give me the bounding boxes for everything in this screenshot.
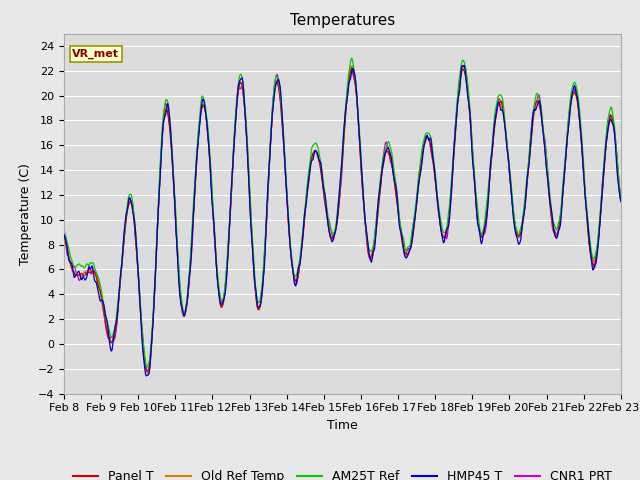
Panel T <box>185 284 193 289</box>
Panel T <box>60 234 68 240</box>
AM25T Ref <box>428 141 436 147</box>
Panel T <box>428 150 436 156</box>
HMP45 T <box>127 200 135 205</box>
Old Ref Temp <box>70 269 78 275</box>
Line: CNR1 PRT: CNR1 PRT <box>64 66 621 374</box>
HMP45 T <box>411 216 419 222</box>
HMP45 T <box>142 373 150 379</box>
Old Ref Temp <box>144 371 152 377</box>
CNR1 PRT <box>459 63 467 69</box>
HMP45 T <box>60 231 68 237</box>
Y-axis label: Temperature (C): Temperature (C) <box>19 163 32 264</box>
Text: VR_met: VR_met <box>72 49 119 59</box>
Old Ref Temp <box>60 239 68 245</box>
CNR1 PRT <box>185 284 193 289</box>
AM25T Ref <box>617 194 625 200</box>
Old Ref Temp <box>617 198 625 204</box>
AM25T Ref <box>70 264 78 269</box>
CNR1 PRT <box>428 149 435 155</box>
Legend: Panel T, Old Ref Temp, AM25T Ref, HMP45 T, CNR1 PRT: Panel T, Old Ref Temp, AM25T Ref, HMP45 … <box>68 465 616 480</box>
CNR1 PRT <box>127 199 135 204</box>
CNR1 PRT <box>411 213 419 218</box>
Panel T <box>348 65 356 71</box>
Old Ref Temp <box>214 282 222 288</box>
AM25T Ref <box>412 204 419 209</box>
CNR1 PRT <box>70 264 78 269</box>
Line: AM25T Ref: AM25T Ref <box>64 59 621 367</box>
CNR1 PRT <box>214 283 222 288</box>
Panel T <box>617 195 625 201</box>
AM25T Ref <box>60 234 68 240</box>
HMP45 T <box>617 199 625 204</box>
CNR1 PRT <box>145 371 152 377</box>
Old Ref Temp <box>459 63 467 69</box>
Old Ref Temp <box>411 216 419 222</box>
Old Ref Temp <box>428 145 435 151</box>
Title: Temperatures: Temperatures <box>290 13 395 28</box>
HMP45 T <box>185 280 193 286</box>
HMP45 T <box>428 137 435 143</box>
CNR1 PRT <box>60 225 68 230</box>
AM25T Ref <box>214 276 222 282</box>
Line: HMP45 T: HMP45 T <box>64 65 621 376</box>
HMP45 T <box>214 284 222 290</box>
X-axis label: Time: Time <box>327 419 358 432</box>
Old Ref Temp <box>127 201 135 207</box>
Line: Old Ref Temp: Old Ref Temp <box>64 66 621 374</box>
Line: Panel T: Panel T <box>64 68 621 371</box>
Panel T <box>412 209 419 215</box>
Panel T <box>127 199 135 205</box>
Panel T <box>144 368 152 374</box>
CNR1 PRT <box>617 191 625 197</box>
HMP45 T <box>460 62 467 68</box>
AM25T Ref <box>348 56 355 61</box>
AM25T Ref <box>143 364 150 370</box>
Panel T <box>70 270 78 276</box>
HMP45 T <box>70 275 78 280</box>
AM25T Ref <box>185 278 193 284</box>
Panel T <box>214 284 222 289</box>
AM25T Ref <box>127 192 135 198</box>
Old Ref Temp <box>185 283 193 289</box>
